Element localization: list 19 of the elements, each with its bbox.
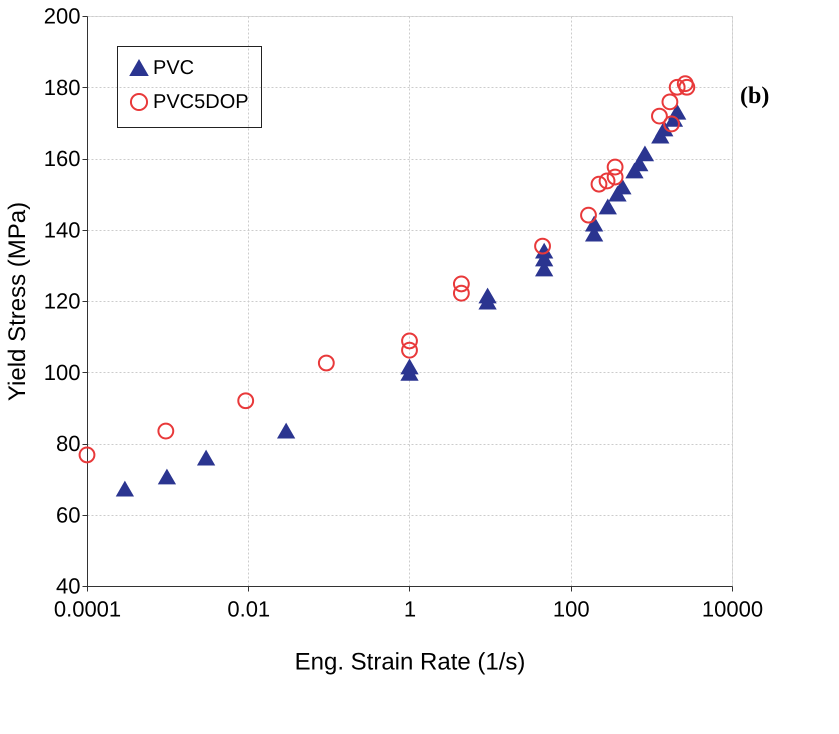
x-tick-label: 0.0001 bbox=[54, 596, 122, 622]
x-tick-label: 0.01 bbox=[227, 596, 270, 622]
y-tick-label: 40 bbox=[56, 574, 80, 598]
y-tick-label: 200 bbox=[44, 4, 80, 28]
y-tick-label: 100 bbox=[44, 360, 80, 385]
x-tick-label: 10000 bbox=[702, 596, 764, 622]
x-axis-title: Eng. Strain Rate (1/s) bbox=[294, 648, 526, 676]
x-tick-label: 100 bbox=[552, 596, 590, 622]
legend-label: PVC5DOP bbox=[153, 91, 249, 113]
y-axis-title: Yield Stress (MPa) bbox=[4, 202, 31, 402]
x-tick-label: 1 bbox=[404, 596, 416, 622]
y-tick-label: 140 bbox=[44, 217, 80, 242]
y-tick-label: 160 bbox=[44, 146, 80, 171]
y-tick-label: 120 bbox=[44, 288, 80, 314]
y-tick-label: 60 bbox=[56, 502, 80, 528]
legend-label: PVC bbox=[153, 57, 194, 79]
text: (b) bbox=[740, 83, 770, 109]
y-tick-label: 180 bbox=[44, 74, 80, 100]
y-tick-label: 80 bbox=[56, 431, 80, 456]
